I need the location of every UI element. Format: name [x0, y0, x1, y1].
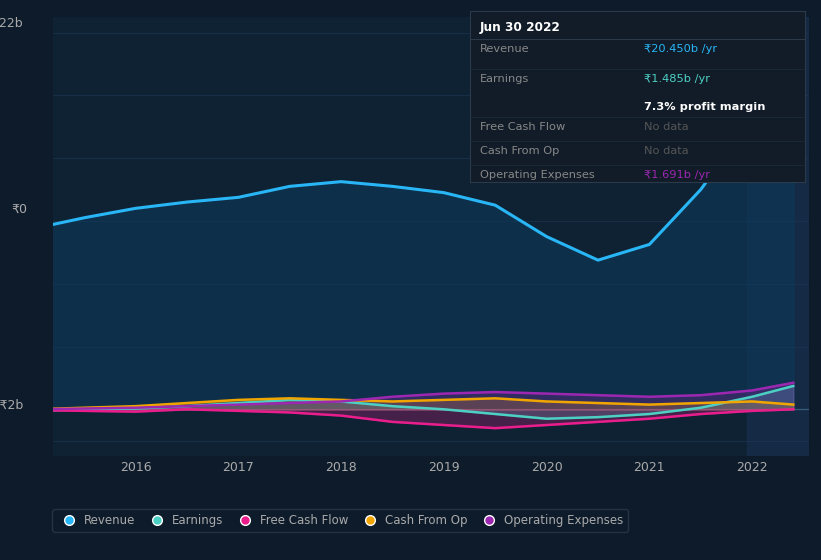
- Text: ₹22b: ₹22b: [0, 17, 23, 30]
- Text: ₹0: ₹0: [11, 203, 27, 216]
- Text: Cash From Op: Cash From Op: [479, 146, 559, 156]
- Text: Revenue: Revenue: [479, 44, 530, 54]
- Text: No data: No data: [644, 122, 689, 132]
- Text: Jun 30 2022: Jun 30 2022: [479, 21, 561, 35]
- Text: No data: No data: [644, 146, 689, 156]
- Text: Free Cash Flow: Free Cash Flow: [479, 122, 565, 132]
- Legend: Revenue, Earnings, Free Cash Flow, Cash From Op, Operating Expenses: Revenue, Earnings, Free Cash Flow, Cash …: [53, 510, 628, 532]
- Text: ₹1.691b /yr: ₹1.691b /yr: [644, 170, 710, 180]
- Text: Operating Expenses: Operating Expenses: [479, 170, 594, 180]
- Text: 7.3% profit margin: 7.3% profit margin: [644, 102, 765, 112]
- Text: -₹2b: -₹2b: [0, 399, 23, 412]
- Text: Earnings: Earnings: [479, 74, 529, 85]
- Text: ₹20.450b /yr: ₹20.450b /yr: [644, 44, 717, 54]
- Bar: [747, 17, 809, 456]
- Text: ₹1.485b /yr: ₹1.485b /yr: [644, 74, 710, 85]
